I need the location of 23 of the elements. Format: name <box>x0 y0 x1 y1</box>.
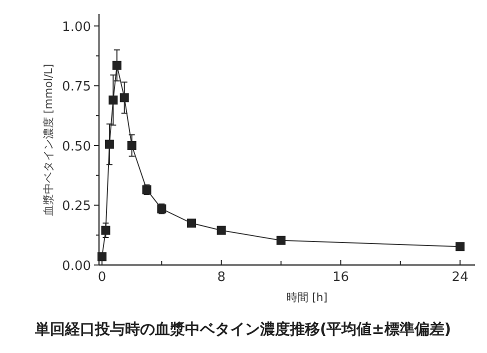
point <box>276 236 286 245</box>
y-tick-label: 1.00 <box>62 20 91 35</box>
x-tick-label: 0 <box>98 270 106 285</box>
x-axis-title: 時間 [h] <box>286 291 328 304</box>
point <box>97 252 106 262</box>
point <box>187 218 196 228</box>
text: 単回経口投与時の血漿中ベタイン濃度推移(平均値±標準偏差) <box>34 320 452 338</box>
x-tick-label: 24 <box>452 270 468 285</box>
y-axis-title: 血漿中ベタイン濃度 [mmol/L] <box>42 64 55 216</box>
point <box>120 93 129 102</box>
point <box>216 226 226 235</box>
x-tick-label: 16 <box>332 270 349 285</box>
point <box>101 226 110 235</box>
point <box>104 140 114 149</box>
x-tick-label: 8 <box>217 270 226 285</box>
y-tick-label: 0.00 <box>62 259 91 274</box>
y-tick-label: 0.75 <box>62 80 91 95</box>
point <box>108 96 118 105</box>
point <box>127 140 136 150</box>
y-tick-label: 0.50 <box>62 139 91 154</box>
y-tick-label: 0.25 <box>62 199 91 214</box>
point <box>456 242 465 252</box>
point <box>112 60 122 70</box>
